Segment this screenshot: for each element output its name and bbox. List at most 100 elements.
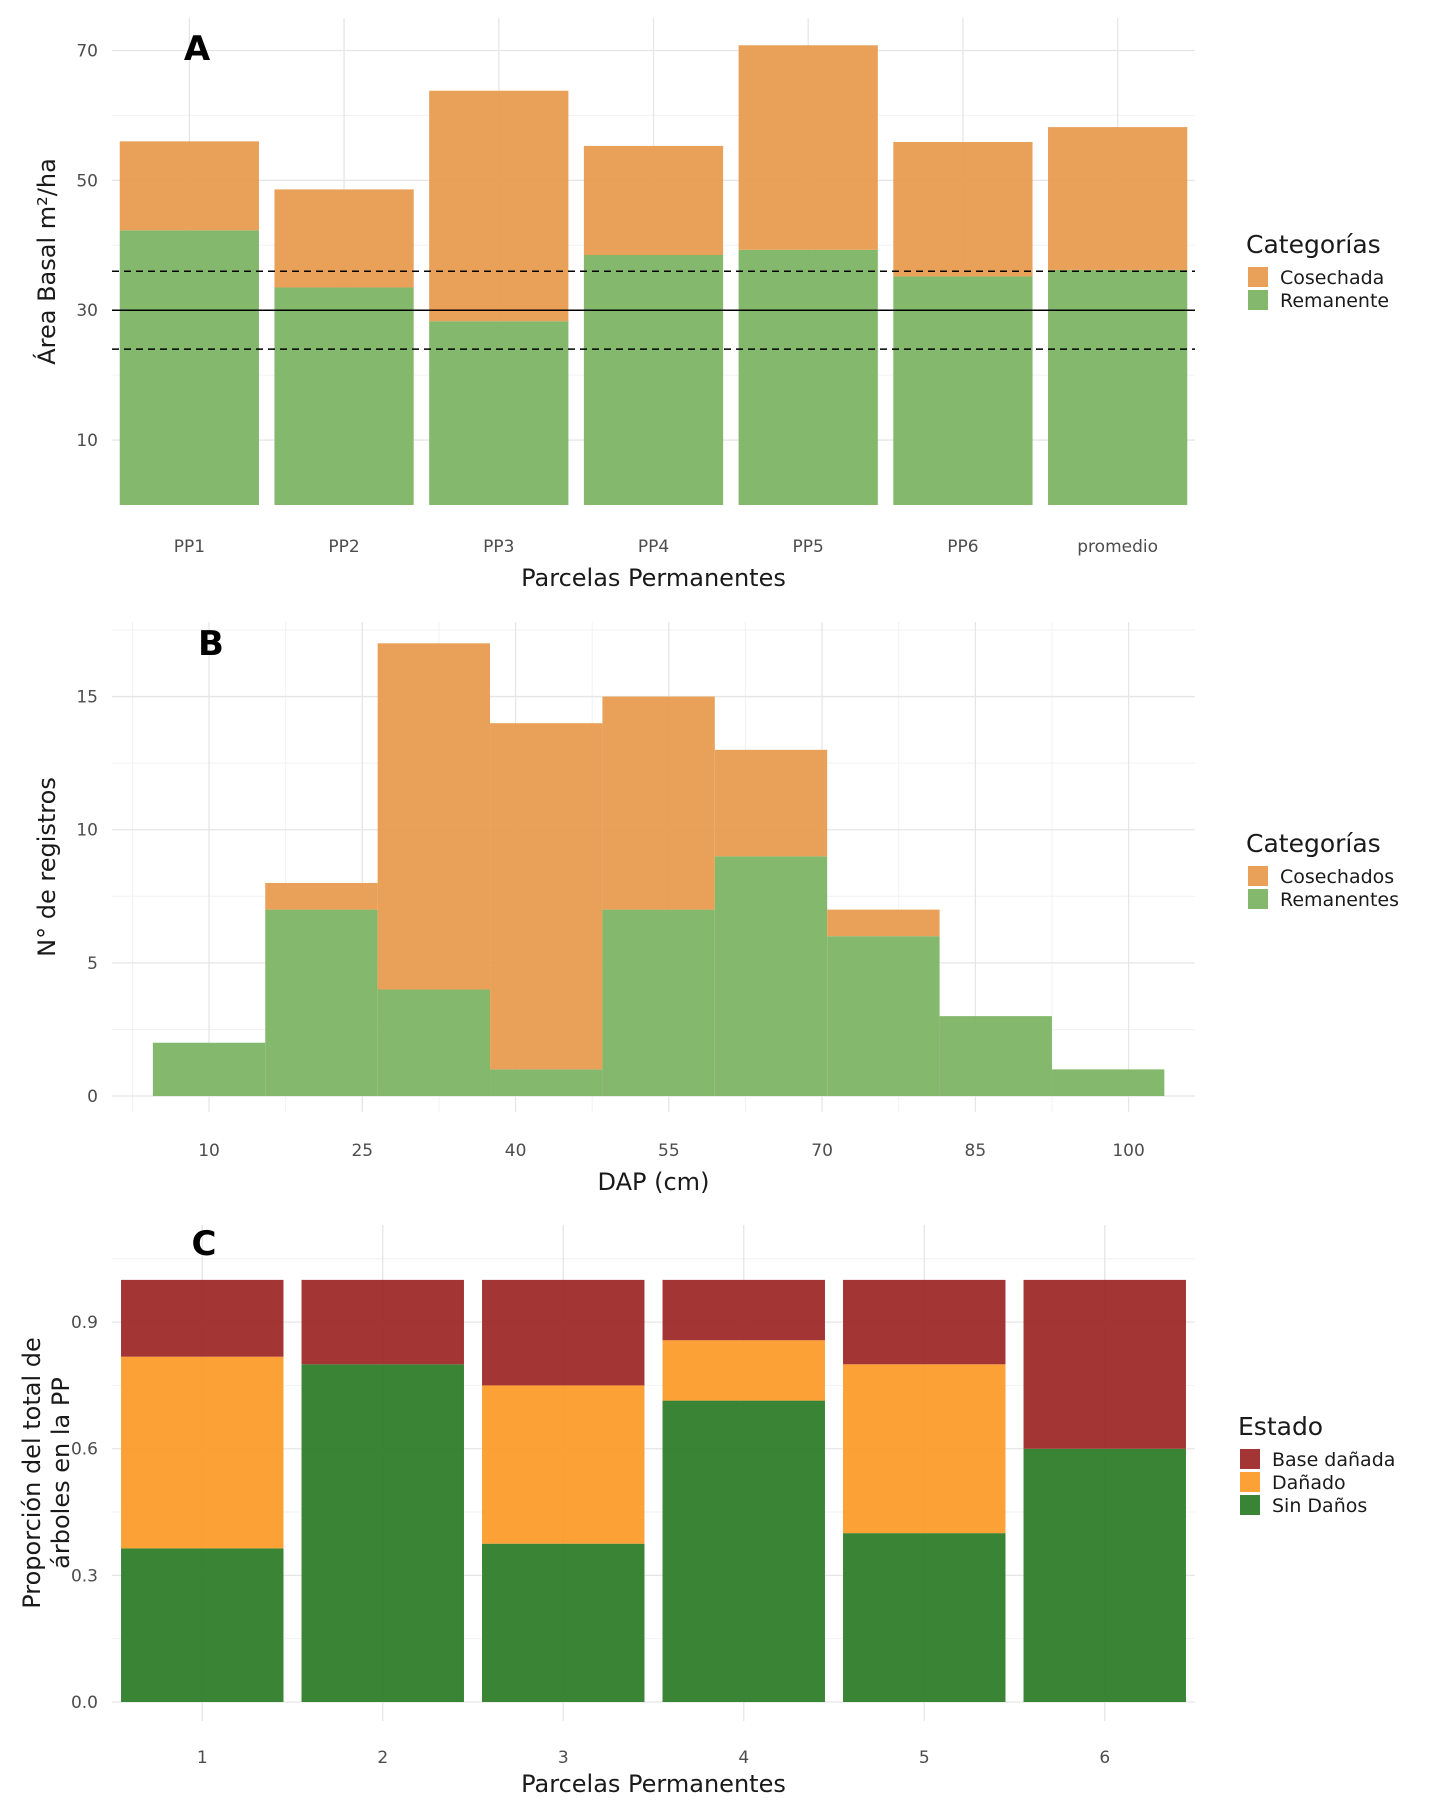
panel-label: A <box>184 29 211 69</box>
bar <box>482 1279 645 1386</box>
histogram-bar <box>827 909 940 937</box>
x-tick-label: 10 <box>198 1141 220 1161</box>
bar <box>482 1543 645 1703</box>
x-tick-label: 25 <box>351 1141 373 1161</box>
legend-swatch <box>1248 267 1268 287</box>
legend-label: Remanente <box>1280 290 1389 312</box>
x-axis-title: Parcelas Permanentes <box>521 1770 786 1798</box>
x-tick-label: PP2 <box>328 537 359 557</box>
legend-label: Remanentes <box>1280 889 1399 911</box>
histogram-bar <box>714 856 828 1097</box>
histogram-bar <box>265 909 378 1097</box>
bar <box>1048 127 1188 270</box>
bar <box>843 1364 1006 1534</box>
bar <box>662 1340 825 1401</box>
x-tick-label: PP5 <box>793 537 824 557</box>
histogram-bar <box>377 643 491 990</box>
bar <box>121 1356 284 1549</box>
histogram-bar <box>827 936 940 1097</box>
panel-label: C <box>192 1224 217 1264</box>
x-tick-label: PP4 <box>638 537 669 557</box>
histogram-bar <box>152 1042 266 1097</box>
bar <box>274 189 414 288</box>
x-tick-label: 100 <box>1112 1141 1144 1161</box>
x-axis-title: Parcelas Permanentes <box>521 564 786 592</box>
bar <box>843 1533 1006 1703</box>
bar <box>1023 1279 1186 1449</box>
bar <box>121 1548 284 1703</box>
y-tick-label: 0 <box>87 1087 98 1107</box>
histogram-bar <box>1051 1069 1165 1097</box>
panel-a-chart: 10 30 50 70 PP1 PP2 PP3 PP4 PP5 PP6 promedio Parcel… <box>32 18 1389 592</box>
legend-title: Estado <box>1238 1412 1323 1441</box>
legend-title: Categorías <box>1246 230 1381 259</box>
bar <box>1048 269 1188 505</box>
x-tick-label: 1 <box>197 1748 208 1768</box>
x-tick-label: PP3 <box>483 537 514 557</box>
y-tick-label: 15 <box>76 688 98 708</box>
bar <box>301 1364 464 1703</box>
x-tick-label: 85 <box>965 1141 987 1161</box>
bar <box>121 1279 284 1357</box>
y-tick-label: 50 <box>76 171 98 191</box>
panel-label: B <box>198 624 224 664</box>
bar <box>583 145 724 256</box>
y-axis-title-line: Proporción del total de <box>18 1337 46 1609</box>
legend-swatch <box>1240 1472 1260 1492</box>
x-tick-label: PP1 <box>174 537 205 557</box>
histogram-bar <box>490 1069 603 1097</box>
bar <box>662 1400 825 1703</box>
bar <box>738 249 878 505</box>
bar <box>119 230 259 505</box>
x-tick-label: 3 <box>558 1748 569 1768</box>
y-tick-label: 0.0 <box>71 1693 98 1713</box>
bar <box>843 1279 1006 1365</box>
panel-c-chart: 0.0 0.3 0.6 0.9 1 2 3 4 5 6 Parcelas Permanentes Pr… <box>18 1224 1395 1798</box>
legend-swatch <box>1248 889 1268 909</box>
bar <box>274 287 414 505</box>
bar <box>893 142 1033 277</box>
x-tick-label: 55 <box>658 1141 680 1161</box>
x-tick-label: 70 <box>811 1141 833 1161</box>
histogram-bar <box>265 882 378 910</box>
bar <box>482 1385 645 1544</box>
bar <box>583 255 724 505</box>
histogram-bar <box>602 909 715 1097</box>
x-tick-label: PP6 <box>947 537 978 557</box>
y-tick-label: 10 <box>76 431 98 451</box>
x-tick-label: 6 <box>1099 1748 1110 1768</box>
histogram-bar <box>939 1016 1052 1097</box>
legend-label: Cosechada <box>1280 267 1384 289</box>
panel-b-chart: 0 5 10 15 10 25 40 55 70 85 100 DAP (cm) N° de regis… <box>33 622 1399 1196</box>
y-axis-title-line: árboles en la PP <box>47 1377 75 1569</box>
y-tick-label: 10 <box>76 821 98 841</box>
legend-swatch <box>1240 1449 1260 1469</box>
bar <box>119 141 259 231</box>
x-axis-title: DAP (cm) <box>598 1168 710 1196</box>
y-axis-title: N° de registros <box>33 777 61 957</box>
x-tick-label: promedio <box>1077 537 1158 557</box>
histogram-bar <box>377 989 491 1097</box>
y-tick-label: 0.6 <box>71 1440 98 1460</box>
y-tick-label: 0.9 <box>71 1313 98 1333</box>
legend-swatch <box>1240 1495 1260 1515</box>
legend-label: Dañado <box>1272 1472 1346 1494</box>
bar <box>738 45 878 250</box>
histogram-bar <box>714 749 828 857</box>
x-tick-label: 4 <box>738 1748 749 1768</box>
bar <box>662 1279 825 1341</box>
x-tick-label: 5 <box>919 1748 930 1768</box>
y-tick-label: 5 <box>87 954 98 974</box>
bar <box>429 321 569 505</box>
legend-swatch <box>1248 290 1268 310</box>
legend-swatch <box>1248 866 1268 886</box>
legend-label: Sin Daños <box>1272 1495 1367 1517</box>
y-axis-title: Área Basal m²/ha <box>32 158 61 365</box>
y-tick-label: 0.3 <box>71 1566 98 1586</box>
legend-label: Cosechados <box>1280 866 1394 888</box>
histogram-bar <box>602 696 715 910</box>
x-tick-label: 2 <box>377 1748 388 1768</box>
y-tick-label: 30 <box>76 301 98 321</box>
x-tick-label: 40 <box>505 1141 527 1161</box>
